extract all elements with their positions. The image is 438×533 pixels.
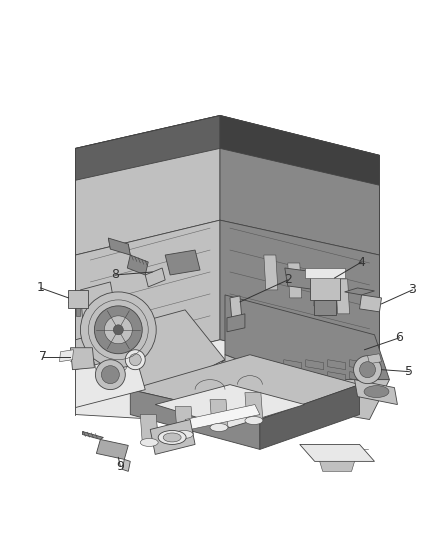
Circle shape <box>125 350 145 370</box>
Polygon shape <box>127 255 148 275</box>
Polygon shape <box>314 300 336 315</box>
Polygon shape <box>145 268 165 287</box>
Polygon shape <box>300 445 374 462</box>
Polygon shape <box>82 432 103 439</box>
Polygon shape <box>130 355 360 419</box>
Ellipse shape <box>175 431 193 439</box>
Text: 4: 4 <box>357 255 365 269</box>
Circle shape <box>113 325 124 335</box>
Polygon shape <box>140 415 158 442</box>
Circle shape <box>101 366 119 384</box>
Polygon shape <box>71 348 95 370</box>
Text: 1: 1 <box>37 281 45 294</box>
Text: 2: 2 <box>284 273 292 286</box>
Polygon shape <box>262 360 280 370</box>
Polygon shape <box>60 350 74 362</box>
Polygon shape <box>312 271 326 306</box>
Polygon shape <box>240 384 258 393</box>
Polygon shape <box>96 439 128 459</box>
Ellipse shape <box>245 416 263 424</box>
Polygon shape <box>108 238 130 255</box>
Polygon shape <box>225 295 389 379</box>
Polygon shape <box>306 384 324 393</box>
Circle shape <box>129 354 141 366</box>
Polygon shape <box>75 116 220 255</box>
Polygon shape <box>264 255 278 290</box>
Polygon shape <box>75 340 379 409</box>
Ellipse shape <box>163 433 181 442</box>
Ellipse shape <box>140 439 158 447</box>
Polygon shape <box>328 372 346 382</box>
Polygon shape <box>220 220 379 375</box>
Polygon shape <box>328 384 346 393</box>
Circle shape <box>353 356 381 384</box>
Polygon shape <box>367 354 381 364</box>
Polygon shape <box>336 279 350 314</box>
Text: 7: 7 <box>39 350 46 363</box>
Ellipse shape <box>158 431 186 445</box>
Polygon shape <box>75 220 220 375</box>
Circle shape <box>81 292 156 368</box>
Circle shape <box>360 362 375 378</box>
Ellipse shape <box>210 424 228 432</box>
Polygon shape <box>75 355 145 408</box>
Polygon shape <box>350 360 367 370</box>
Text: 6: 6 <box>396 332 403 344</box>
Polygon shape <box>75 310 225 394</box>
Polygon shape <box>240 360 258 370</box>
Polygon shape <box>350 372 367 382</box>
Polygon shape <box>350 384 367 393</box>
Polygon shape <box>328 360 346 370</box>
Circle shape <box>95 306 142 354</box>
Polygon shape <box>306 360 324 370</box>
Polygon shape <box>285 268 318 290</box>
Polygon shape <box>310 275 339 300</box>
Circle shape <box>104 316 132 344</box>
Text: 5: 5 <box>406 365 413 378</box>
Polygon shape <box>75 360 225 419</box>
Polygon shape <box>77 308 81 316</box>
Polygon shape <box>68 290 88 308</box>
Polygon shape <box>360 295 381 312</box>
Polygon shape <box>130 390 260 449</box>
Polygon shape <box>260 385 360 449</box>
Text: 8: 8 <box>111 269 119 281</box>
Circle shape <box>95 360 125 390</box>
Text: 9: 9 <box>117 460 124 473</box>
Polygon shape <box>75 116 220 180</box>
Polygon shape <box>220 116 379 185</box>
Polygon shape <box>225 355 389 419</box>
Polygon shape <box>284 384 302 393</box>
Polygon shape <box>185 405 260 430</box>
Polygon shape <box>175 407 193 434</box>
Polygon shape <box>230 296 242 322</box>
Polygon shape <box>165 250 200 275</box>
Ellipse shape <box>364 385 389 398</box>
Polygon shape <box>288 263 302 298</box>
Polygon shape <box>81 282 115 318</box>
Polygon shape <box>284 372 302 382</box>
Polygon shape <box>150 419 195 455</box>
Polygon shape <box>345 288 374 295</box>
Text: 3: 3 <box>409 284 417 296</box>
Polygon shape <box>122 459 130 471</box>
Polygon shape <box>155 385 305 427</box>
Polygon shape <box>262 372 280 382</box>
Polygon shape <box>320 462 355 471</box>
Polygon shape <box>210 400 228 427</box>
Polygon shape <box>284 360 302 370</box>
Polygon shape <box>227 314 245 332</box>
Polygon shape <box>306 372 324 382</box>
Polygon shape <box>305 268 345 278</box>
Polygon shape <box>355 379 397 405</box>
Polygon shape <box>240 372 258 382</box>
Polygon shape <box>220 116 379 255</box>
Polygon shape <box>245 393 263 421</box>
Polygon shape <box>262 384 280 393</box>
